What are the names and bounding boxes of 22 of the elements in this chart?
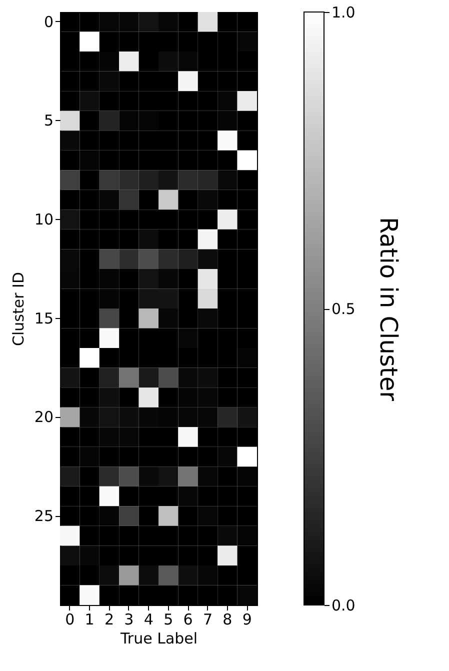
y-tick-label: 5 <box>44 112 54 130</box>
x-tick-label: 1 <box>84 610 94 628</box>
x-tick-label: 4 <box>144 610 154 628</box>
x-axis-title: True Label <box>119 630 198 648</box>
color-bar-title: Ratio in Cluster <box>374 217 402 402</box>
color-bar-label: 0.0 <box>332 596 356 614</box>
y-tick-label: 10 <box>34 210 54 229</box>
x-tick-label: 7 <box>202 610 213 628</box>
y-tick-label: 20 <box>34 408 54 426</box>
x-tick-label: 5 <box>164 610 174 628</box>
x-tick-label: 6 <box>183 610 193 628</box>
x-tick-label: 8 <box>222 610 232 628</box>
y-tick-label: 15 <box>34 309 54 328</box>
x-tick-label: 9 <box>242 610 252 628</box>
color-bar-label: 1.0 <box>332 4 356 22</box>
y-axis-title: Cluster ID <box>9 272 28 346</box>
color-bar-label: 0.5 <box>332 300 356 318</box>
x-tick-label: 2 <box>104 610 114 628</box>
y-tick-label: 0 <box>44 12 54 31</box>
x-tick-label: 0 <box>65 610 75 628</box>
y-tick-label: 25 <box>34 507 54 526</box>
x-tick-label: 3 <box>124 610 134 628</box>
